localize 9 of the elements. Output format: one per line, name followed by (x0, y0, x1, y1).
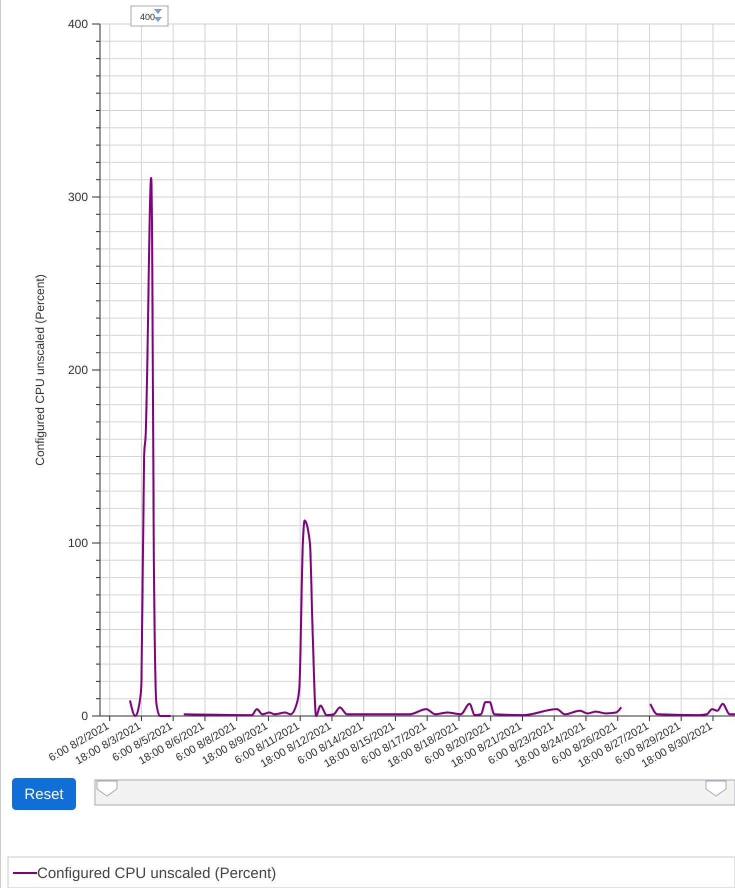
y-tick-label: 400 (68, 17, 88, 32)
axis-max-input: 400 (130, 6, 168, 26)
y-axis-title: Configured CPU unscaled (Percent) (33, 274, 47, 466)
y-tick-label: 0 (81, 709, 88, 724)
y-tick-label: 100 (68, 536, 88, 550)
legend-label: Configured CPU unscaled (Percent) (37, 865, 276, 882)
y-tick-label: 200 (68, 363, 88, 378)
y-tick-label: 300 (68, 190, 88, 204)
reset-button: Reset (12, 778, 76, 810)
